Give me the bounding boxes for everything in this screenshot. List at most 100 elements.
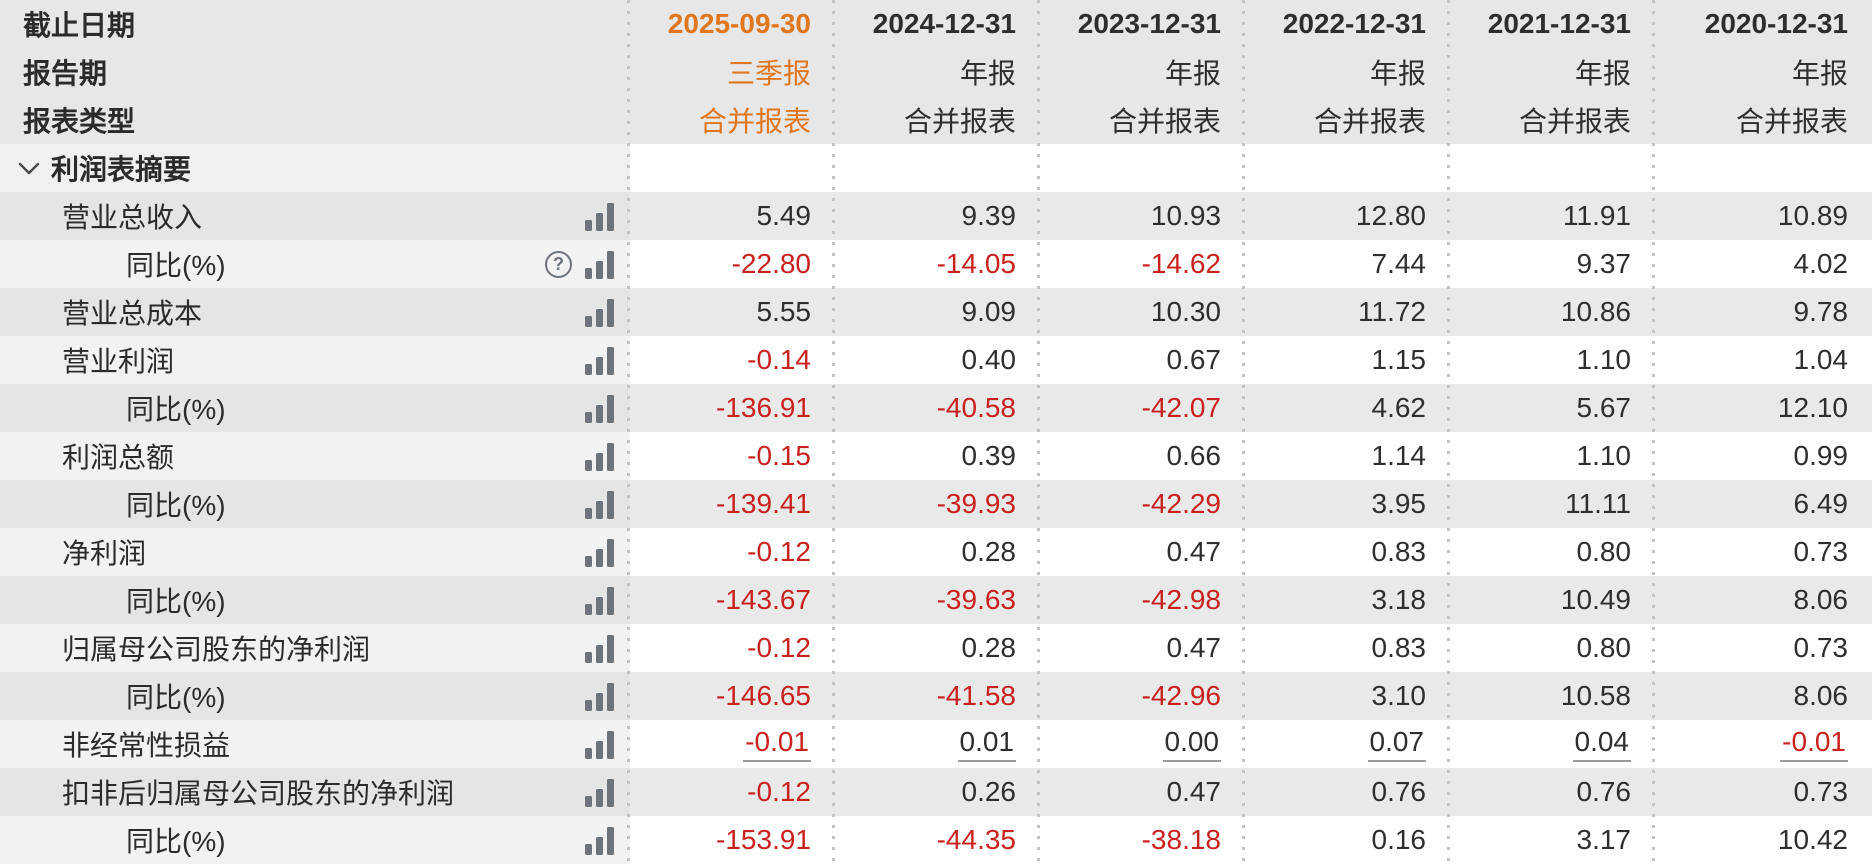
- value-cell: -40.58: [835, 384, 1040, 432]
- bar-chart-icon[interactable]: [585, 682, 614, 711]
- bar-chart-icon[interactable]: [585, 346, 614, 375]
- bar-chart-icon[interactable]: [585, 778, 614, 807]
- row-label-cell: 同比(%): [0, 480, 518, 528]
- value-cell: 1.15: [1245, 336, 1450, 384]
- value-cell: 0.47: [1040, 768, 1245, 816]
- chevron-down-icon[interactable]: [17, 159, 41, 177]
- value-cell: 9.37: [1450, 240, 1655, 288]
- value-cell: 0.83: [1245, 624, 1450, 672]
- column-header-period-2025-09-30: 三季报: [630, 48, 835, 96]
- bar-chart-icon[interactable]: [585, 490, 614, 519]
- header-row-period: 报告期 三季报 年报 年报 年报 年报 年报: [0, 48, 1872, 96]
- table-row: 同比(%)? -22.80 -14.05 -14.62 7.44 9.37 4.02: [0, 240, 1872, 288]
- value-cell: -14.05: [835, 240, 1040, 288]
- value-cell: 0.04: [1450, 720, 1655, 768]
- header-icons-spacer: [518, 0, 630, 48]
- row-icons-cell: [518, 720, 630, 768]
- bar-chart-icon[interactable]: [585, 442, 614, 471]
- value-cell: 10.42: [1655, 816, 1872, 864]
- section-empty-cell: [630, 144, 835, 192]
- value-cell: 0.73: [1655, 528, 1872, 576]
- row-label-cell: 同比(%): [0, 672, 518, 720]
- value-cell: 3.10: [1245, 672, 1450, 720]
- row-label-cell: 营业总收入: [0, 192, 518, 240]
- bar-chart-icon[interactable]: [585, 634, 614, 663]
- column-header-type-2021-12-31: 合并报表: [1450, 96, 1655, 144]
- value-cell: 10.86: [1450, 288, 1655, 336]
- value-cell: -139.41: [630, 480, 835, 528]
- section-row-profit-summary[interactable]: 利润表摘要: [0, 144, 1872, 192]
- table-row: 营业利润 -0.14 0.40 0.67 1.15 1.10 1.04: [0, 336, 1872, 384]
- value-cell: -39.93: [835, 480, 1040, 528]
- value-cell: -0.14: [630, 336, 835, 384]
- bar-chart-icon[interactable]: [585, 826, 614, 855]
- table-row: 同比(%) -153.91 -44.35 -38.18 0.16 3.17 10.42: [0, 816, 1872, 864]
- section-icons-cell: [518, 144, 630, 192]
- bar-chart-icon[interactable]: [585, 538, 614, 567]
- row-label: 同比(%): [126, 394, 226, 425]
- value-cell: 0.26: [835, 768, 1040, 816]
- section-empty-cell: [1655, 144, 1872, 192]
- row-label: 净利润: [62, 538, 147, 569]
- table-row: 净利润 -0.12 0.28 0.47 0.83 0.80 0.73: [0, 528, 1872, 576]
- value-cell: 12.80: [1245, 192, 1450, 240]
- underlined-value: -0.01: [743, 726, 811, 762]
- row-label: 利润总额: [62, 442, 175, 473]
- row-label: 同比(%): [126, 490, 226, 521]
- bar-chart-icon[interactable]: [585, 586, 614, 615]
- value-cell: 11.91: [1450, 192, 1655, 240]
- bar-chart-icon[interactable]: [585, 250, 614, 279]
- row-label-cell: 同比(%): [0, 576, 518, 624]
- row-icons-cell: [518, 576, 630, 624]
- value-cell: -0.12: [630, 768, 835, 816]
- row-label-cell: 同比(%): [0, 384, 518, 432]
- row-label: 归属母公司股东的净利润: [62, 634, 371, 665]
- column-header-date-2023-12-31: 2023-12-31: [1040, 0, 1245, 48]
- value-cell: -0.12: [630, 528, 835, 576]
- bar-chart-icon[interactable]: [585, 394, 614, 423]
- column-header-period-2023-12-31: 年报: [1040, 48, 1245, 96]
- header-row-label: 报告期: [23, 58, 108, 89]
- column-header-date-2020-12-31: 2020-12-31: [1655, 0, 1872, 48]
- column-header-type-2020-12-31: 合并报表: [1655, 96, 1872, 144]
- header-row-label: 报表类型: [23, 106, 136, 137]
- value-cell: -44.35: [835, 816, 1040, 864]
- section-label-cell: 利润表摘要: [0, 144, 518, 192]
- column-header-period-2020-12-31: 年报: [1655, 48, 1872, 96]
- table-row: 营业总收入 5.49 9.39 10.93 12.80 11.91 10.89: [0, 192, 1872, 240]
- value-cell: 10.93: [1040, 192, 1245, 240]
- row-label-cell: 营业总成本: [0, 288, 518, 336]
- value-cell: 0.83: [1245, 528, 1450, 576]
- underlined-value: -0.01: [1780, 726, 1848, 762]
- column-header-period-2024-12-31: 年报: [835, 48, 1040, 96]
- value-cell: -143.67: [630, 576, 835, 624]
- value-cell: 5.49: [630, 192, 835, 240]
- help-icon[interactable]: ?: [545, 250, 572, 278]
- value-cell: -41.58: [835, 672, 1040, 720]
- row-icons-cell: [518, 192, 630, 240]
- bar-chart-icon[interactable]: [585, 298, 614, 327]
- value-cell: 4.02: [1655, 240, 1872, 288]
- value-cell: 0.76: [1245, 768, 1450, 816]
- section-empty-cell: [835, 144, 1040, 192]
- column-header-date-2022-12-31: 2022-12-31: [1245, 0, 1450, 48]
- table-row: 同比(%) -136.91 -40.58 -42.07 4.62 5.67 12.10: [0, 384, 1872, 432]
- row-icons-cell: [518, 768, 630, 816]
- table-row: 同比(%) -143.67 -39.63 -42.98 3.18 10.49 8.06: [0, 576, 1872, 624]
- row-icons-cell: ?: [518, 240, 630, 288]
- bar-chart-icon[interactable]: [585, 202, 614, 231]
- value-cell: 1.10: [1450, 336, 1655, 384]
- underlined-value: 0.01: [957, 726, 1016, 762]
- table-row: 同比(%) -146.65 -41.58 -42.96 3.10 10.58 8.06: [0, 672, 1872, 720]
- value-cell: 11.11: [1450, 480, 1655, 528]
- value-cell: 1.14: [1245, 432, 1450, 480]
- row-icons-cell: [518, 432, 630, 480]
- row-label-cell: 非经常性损益: [0, 720, 518, 768]
- value-cell: 0.99: [1655, 432, 1872, 480]
- column-header-type-2023-12-31: 合并报表: [1040, 96, 1245, 144]
- value-cell: 3.95: [1245, 480, 1450, 528]
- value-cell: -39.63: [835, 576, 1040, 624]
- value-cell: 10.89: [1655, 192, 1872, 240]
- bar-chart-icon[interactable]: [585, 730, 614, 759]
- value-cell: 11.72: [1245, 288, 1450, 336]
